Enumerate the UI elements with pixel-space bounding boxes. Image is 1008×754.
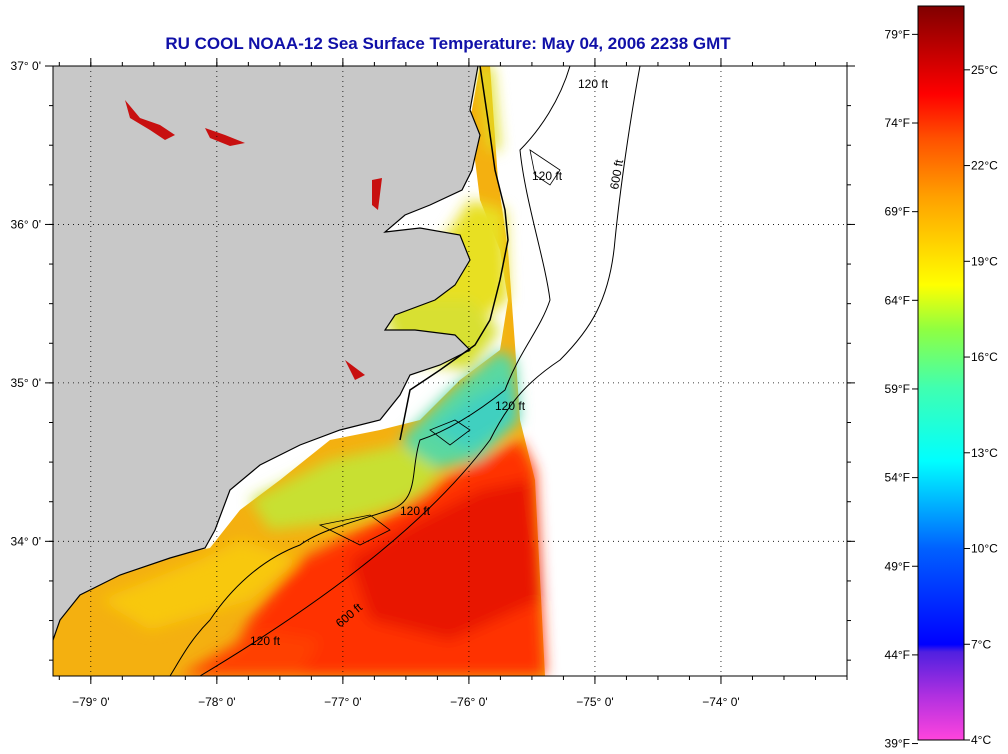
inland-lake — [125, 100, 175, 140]
lon-tick-label: −79° 0' — [72, 695, 109, 709]
lat-tick-label: 37° 0' — [11, 59, 41, 73]
contour-detail — [318, 514, 391, 546]
sst-map: 120 ft 120 ft 120 ft 120 ft 120 ft 600 f… — [53, 66, 847, 676]
lat-tick-label: 36° 0' — [11, 217, 41, 231]
contour-label: 600 ft — [607, 158, 626, 191]
colorbar-label-f: 79°F — [885, 27, 910, 41]
lon-tick-label: −76° 0' — [450, 695, 487, 709]
colorbar-fahrenheit-labels: 79°F 74°F 69°F 64°F 59°F 54°F 49°F 44°F 39°F — [885, 27, 918, 751]
colorbar-label-f: 64°F — [885, 293, 910, 307]
contour-label: 120 ft — [578, 77, 609, 91]
colorbar-gradient — [917, 5, 965, 741]
outer-banks — [399, 66, 509, 441]
colorbar-label-c: 13°C — [971, 446, 998, 460]
colorbar-label-f: 69°F — [885, 205, 910, 219]
contour-detail — [429, 419, 471, 446]
lon-tick-label: −75° 0' — [576, 695, 613, 709]
lon-tick-label: −78° 0' — [198, 695, 235, 709]
colorbar-label-c: 16°C — [971, 350, 998, 364]
contour-600ft — [199, 66, 641, 676]
colorbar-label-f: 49°F — [885, 559, 910, 573]
contour-label: 120 ft — [400, 504, 431, 518]
lon-tick-label: −77° 0' — [324, 695, 361, 709]
contour-detail — [529, 149, 561, 186]
inland-lake — [345, 360, 365, 380]
longitude-labels: −79° 0' −78° 0' −77° 0' −76° 0' −75° 0' −74° … — [72, 695, 740, 709]
colorbar-label-f: 44°F — [885, 648, 910, 662]
contour-label: 120 ft — [495, 399, 526, 413]
map-axis-ticks — [45, 58, 855, 684]
lat-tick-label: 34° 0' — [11, 534, 41, 548]
inland-lake — [372, 178, 382, 210]
map-gridlines — [53, 66, 847, 676]
colorbar-celsius-labels: 25°C 22°C 19°C 16°C 13°C 10°C 7°C 4°C — [964, 63, 998, 747]
land-mass — [53, 66, 480, 640]
colorbar-label-c: 4°C — [971, 733, 991, 747]
contour-label: 120 ft — [250, 634, 281, 648]
colorbar-label-c: 10°C — [971, 542, 998, 556]
colorbar: 79°F 74°F 69°F 64°F 59°F 54°F 49°F 44°F 39°F 25°… — [885, 5, 998, 751]
lon-tick-label: −74° 0' — [702, 695, 739, 709]
colorbar-label-f: 54°F — [885, 471, 910, 485]
sst-swath — [53, 66, 545, 676]
colorbar-label-c: 22°C — [971, 159, 998, 173]
colorbar-label-f: 74°F — [885, 116, 910, 130]
colorbar-label-c: 25°C — [971, 63, 998, 77]
colorbar-label-c: 19°C — [971, 254, 998, 268]
colorbar-label-f: 59°F — [885, 382, 910, 396]
colorbar-label-f: 39°F — [885, 737, 910, 751]
contour-label: 120 ft — [532, 169, 563, 183]
figure-title: RU COOL NOAA-12 Sea Surface Temperature:… — [165, 34, 731, 53]
map-frame — [52, 65, 848, 677]
contour-120ft — [169, 66, 571, 676]
coastline — [53, 66, 481, 641]
latitude-labels: 37° 0' 36° 0' 35° 0' 34° 0' — [11, 59, 41, 548]
inland-lake — [205, 128, 245, 146]
lat-tick-label: 35° 0' — [11, 376, 41, 390]
colorbar-label-c: 7°C — [971, 637, 991, 651]
